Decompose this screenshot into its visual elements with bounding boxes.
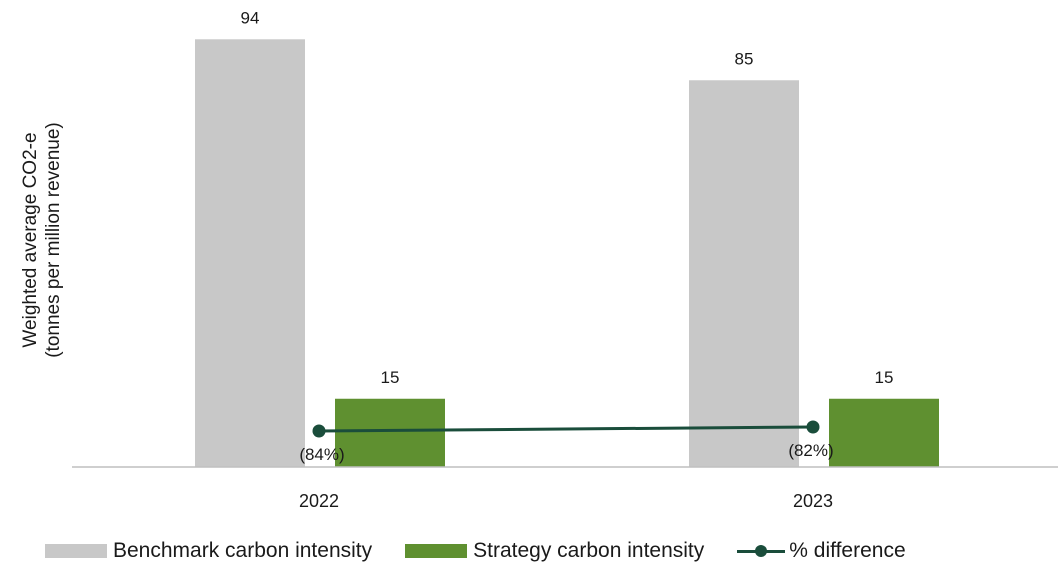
legend-item-difference: % difference xyxy=(737,539,906,563)
line-layer: (84%) (82%) xyxy=(299,420,834,464)
x-tick-label-2023: 2023 xyxy=(793,491,833,511)
legend-swatch-difference xyxy=(737,544,786,558)
labels-layer: 94 85 15 15 2022 2023 xyxy=(241,8,894,511)
legend-item-benchmark: Benchmark carbon intensity xyxy=(45,539,372,563)
legend-item-strategy: Strategy carbon intensity xyxy=(405,539,704,563)
bars-layer xyxy=(195,39,939,468)
data-label-benchmark-2023: 85 xyxy=(735,49,754,68)
bar-benchmark-2022 xyxy=(195,39,305,468)
data-label-benchmark-2022: 94 xyxy=(241,8,260,27)
legend-swatch-strategy xyxy=(405,544,468,558)
legend-label-benchmark: Benchmark carbon intensity xyxy=(113,539,373,562)
legend: Benchmark carbon intensity Strategy carb… xyxy=(45,536,939,566)
data-label-strategy-2022: 15 xyxy=(381,368,400,387)
difference-line xyxy=(318,425,814,433)
y-axis-title: Weighted average CO2-e (tonnes per milli… xyxy=(12,60,72,420)
bar-strategy-2022 xyxy=(335,398,445,467)
x-tick-label-2022: 2022 xyxy=(299,491,339,511)
difference-label-2022: (84%) xyxy=(299,445,344,464)
difference-point-2023 xyxy=(806,420,820,434)
legend-label-difference: % difference xyxy=(789,539,906,562)
data-label-strategy-2023: 15 xyxy=(875,368,894,387)
y-axis-title-line-2: (tonnes per million revenue) xyxy=(43,122,64,358)
y-axis-title-line-1: Weighted average CO2-e xyxy=(20,132,41,348)
bar-benchmark-2023 xyxy=(689,80,799,467)
difference-label-2023: (82%) xyxy=(788,441,833,460)
bar-strategy-2023 xyxy=(829,398,939,467)
legend-swatch-benchmark xyxy=(45,544,107,558)
difference-point-2022 xyxy=(312,424,326,438)
legend-label-strategy: Strategy carbon intensity xyxy=(473,539,705,562)
